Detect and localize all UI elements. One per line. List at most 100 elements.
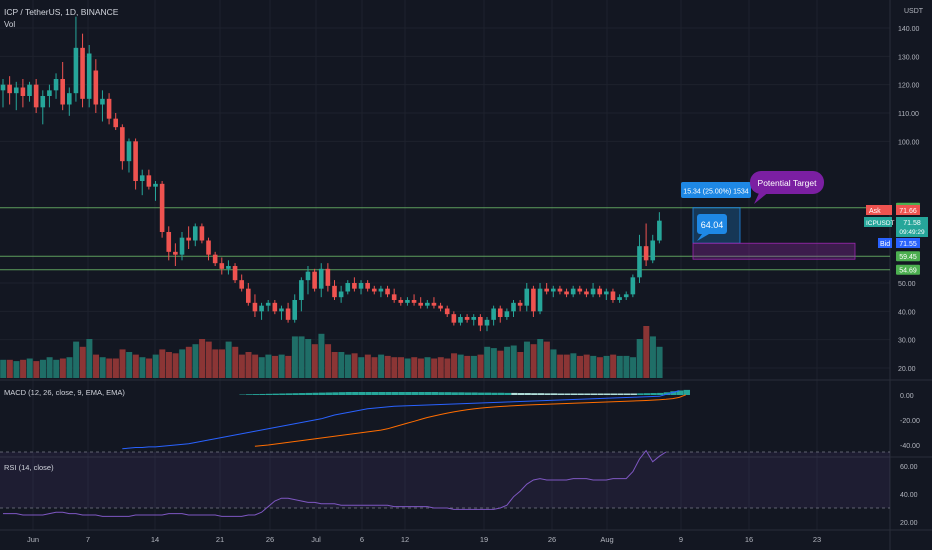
candle xyxy=(106,98,112,119)
candle xyxy=(617,297,622,300)
volume-bar xyxy=(112,358,119,378)
candle xyxy=(186,237,191,241)
candle xyxy=(47,90,52,96)
macd-axis-label: 0.00 xyxy=(900,393,914,400)
volume-bar xyxy=(596,357,603,378)
macd-histogram-bar xyxy=(391,392,399,395)
candle xyxy=(537,288,543,312)
volume-bar xyxy=(364,354,371,378)
macd-histogram-bar xyxy=(511,392,518,395)
candle xyxy=(318,268,324,289)
volume-bar xyxy=(451,353,458,378)
macd-histogram-bar xyxy=(524,393,531,395)
volume-bars xyxy=(0,326,663,378)
candle xyxy=(13,87,19,94)
candle xyxy=(7,84,12,94)
candle xyxy=(80,47,85,99)
volume-bar xyxy=(258,357,265,378)
volume-bar xyxy=(278,354,285,378)
candle xyxy=(464,317,470,320)
candle xyxy=(246,288,251,303)
candle xyxy=(312,271,317,289)
rsi-line xyxy=(3,449,667,517)
date-axis-label: 16 xyxy=(745,535,753,544)
volume-label: Vol xyxy=(4,20,15,29)
volume-bar xyxy=(630,357,637,378)
candle xyxy=(239,280,244,289)
volume-bar xyxy=(20,359,27,378)
volume-bar xyxy=(159,349,166,378)
annotations[interactable]: 15.34 (25.00%) 1534 64.04 Potential Target xyxy=(681,171,856,260)
rsi-axis-label: 60.00 xyxy=(900,464,918,471)
macd-histogram-bar xyxy=(352,392,359,395)
price-axis-label: 40.00 xyxy=(898,309,916,316)
measure-label-box xyxy=(681,182,751,198)
candle xyxy=(352,283,357,289)
candle xyxy=(133,141,138,181)
rsi-pane xyxy=(0,449,890,517)
candle xyxy=(53,79,59,91)
macd-axis-label: -40.00 xyxy=(900,443,920,450)
candle xyxy=(418,302,423,306)
macd-histogram-bar xyxy=(497,392,505,395)
volume-bar xyxy=(298,336,305,378)
horizontal-levels[interactable] xyxy=(0,207,890,271)
price-tag-label: 54.69 xyxy=(899,268,917,275)
macd-histogram-bar xyxy=(299,393,306,395)
volume-bar xyxy=(411,357,418,378)
candle xyxy=(113,118,119,128)
volume-bar xyxy=(185,346,192,378)
volume-bar xyxy=(437,357,444,378)
candle xyxy=(478,317,483,326)
date-axis-label: 9 xyxy=(679,535,683,544)
volume-bar xyxy=(245,352,252,378)
candle xyxy=(557,288,563,292)
macd-histogram-bar xyxy=(610,393,618,395)
macd-histogram-bar xyxy=(325,392,332,395)
price-axis-label: 110.00 xyxy=(898,111,919,118)
volume-bar xyxy=(6,359,13,378)
volume-bar xyxy=(371,357,378,378)
macd-histogram-bar xyxy=(478,392,485,395)
candle xyxy=(73,47,79,94)
volume-bar xyxy=(331,352,338,378)
symbol-title: ICP / TetherUS, 1D, BINANCE xyxy=(4,7,119,17)
candle xyxy=(391,294,397,300)
volume-bar xyxy=(497,350,504,378)
macd-histogram-bar xyxy=(338,392,346,395)
target-bubble-tail xyxy=(754,191,770,204)
volume-bar xyxy=(391,357,398,378)
macd-histogram-bar xyxy=(292,393,299,395)
volume-bar xyxy=(616,355,623,378)
volume-bar xyxy=(205,341,212,378)
macd-histogram-bar xyxy=(345,392,352,395)
volume-bar xyxy=(398,357,404,378)
macd-histogram-bar xyxy=(259,393,266,395)
volume-bar xyxy=(358,357,365,378)
macd-histogram-bar xyxy=(550,393,558,395)
candle xyxy=(146,175,152,187)
rsi-band xyxy=(0,452,890,508)
volume-bar xyxy=(537,339,544,378)
volume-bar xyxy=(26,358,33,378)
macd-histogram-bar xyxy=(597,393,604,395)
candle xyxy=(93,70,99,105)
macd-histogram-bar xyxy=(623,393,631,395)
volume-bar xyxy=(172,353,179,378)
candle xyxy=(27,84,32,96)
volume-bar xyxy=(543,341,550,378)
bid-tag-label: Bid xyxy=(880,241,890,248)
candle xyxy=(471,317,477,320)
candle xyxy=(219,263,225,269)
volume-bar xyxy=(79,346,86,378)
macd-histogram-bar xyxy=(537,393,545,395)
macd-histogram-bar xyxy=(279,393,286,395)
volume-bar xyxy=(73,341,80,378)
volume-bar xyxy=(623,355,630,378)
volume-bar xyxy=(132,354,139,378)
volume-bar xyxy=(636,339,643,378)
rsi-axis-label: 20.00 xyxy=(900,520,918,527)
macd-histogram-bar xyxy=(471,392,478,395)
macd-histogram-bar xyxy=(444,392,452,395)
